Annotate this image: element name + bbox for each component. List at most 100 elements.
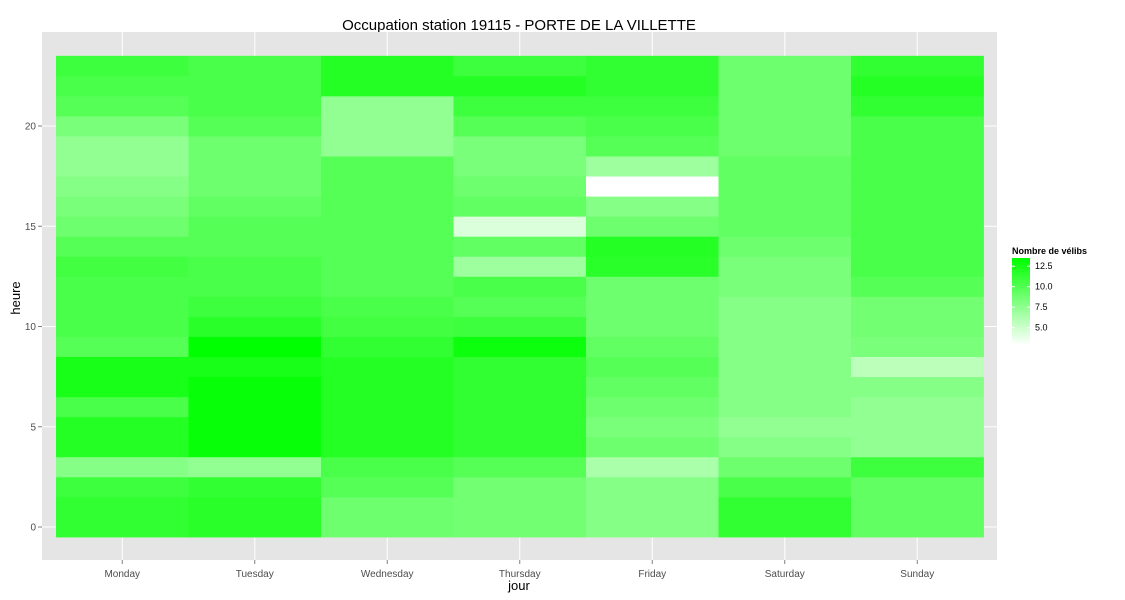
heatmap-cell [453,176,587,197]
legend-gradient-step [1012,328,1030,331]
heatmap-cell [453,156,587,177]
heatmap-cell [453,456,587,478]
legend-gradient-step [1012,262,1030,265]
heatmap-cell [718,416,852,438]
heatmap-cell [56,196,189,217]
y-tick-label: 20 [25,122,37,133]
legend: Nombre de vélibs 12.5 10.0 7.5 5.0 [1012,246,1087,345]
legend-gradient-step [1012,276,1030,279]
heatmap-cell [321,456,454,478]
heatmap-cell [188,196,322,217]
legend-gradient-step [1012,272,1030,275]
heatmap-cell [851,336,984,357]
heatmap-cell [321,276,454,297]
heatmap-cell [453,416,587,438]
legend-gradient-step [1012,324,1030,327]
heatmap-cell [321,416,454,438]
heatmap-cell [188,115,322,137]
x-axis-ticks: Monday Tuesday Wednesday Thursday Friday Satu… [104,560,934,580]
heatmap-cell [586,516,719,538]
y-tick-label: 15 [25,222,37,233]
heatmap-cell [321,236,454,257]
heatmap-cell [453,276,587,297]
legend-gradient-step [1012,290,1030,293]
heatmap-cell [321,115,454,137]
heatmap-cell [851,276,984,297]
heatmap-cell [321,436,454,458]
heatmap-cell [851,55,984,77]
legend-title: Nombre de vélibs [1012,246,1087,256]
heatmap-cell [453,55,587,77]
heatmap-cell [586,95,719,117]
heatmap-cell [321,75,454,97]
heatmap-cell [586,136,719,157]
heatmap-cell [851,376,984,398]
heatmap-cell [453,516,587,538]
legend-gradient-step [1012,338,1030,341]
heatmap-cell [321,216,454,237]
heatmap-cell [188,55,322,77]
heatmap-cell [453,95,587,117]
heatmap-cell [586,296,719,317]
heatmap-cell [453,336,587,357]
heatmap-cell [453,296,587,317]
heatmap-cell [718,436,852,458]
heatmap-cell [718,376,852,398]
heatmap-cell [851,476,984,498]
heatmap-cell [188,516,322,538]
heatmap-tiles [56,55,984,538]
heatmap-cell [56,396,189,418]
legend-gradient-step [1012,270,1030,273]
legend-gradient-step [1012,266,1030,269]
heatmap-cell [56,256,189,277]
heatmap-cell [718,396,852,418]
heatmap-cell [453,136,587,157]
heatmap-cell [188,176,322,197]
heatmap-cell [851,75,984,97]
x-tick-label: Sunday [900,569,934,580]
heatmap-cell [586,256,719,277]
legend-gradient-step [1012,288,1030,291]
heatmap-cell [586,356,719,378]
legend-gradient-step [1012,260,1030,263]
legend-label: 10.0 [1035,282,1053,292]
heatmap-cell [56,55,189,77]
heatmap-cell [586,336,719,357]
heatmap-cell [851,236,984,257]
heatmap-cell [56,216,189,237]
legend-gradient-step [1012,296,1030,299]
legend-gradient-step [1012,332,1030,335]
heatmap-cell [586,115,719,137]
heatmap-cell [188,256,322,277]
x-tick-label: Saturday [765,569,805,580]
y-axis-title: heure [8,281,23,314]
heatmap-cell [851,176,984,197]
legend-gradient-step [1012,268,1030,271]
heatmap-cell [851,256,984,277]
heatmap-cell [56,496,189,518]
heatmap-cell [321,496,454,518]
heatmap-cell [453,356,587,378]
heatmap-cell [718,115,852,137]
legend-gradient-step [1012,280,1030,283]
x-tick-label: Friday [638,569,666,580]
heatmap-cell [586,456,719,478]
heatmap-cell [718,256,852,277]
heatmap-cell [188,236,322,257]
legend-gradient-step [1012,282,1030,285]
heatmap-cell [188,296,322,317]
heatmap-cell [321,55,454,77]
heatmap-cell [56,376,189,398]
heatmap-cell [453,216,587,237]
heatmap-cell [321,95,454,117]
heatmap-cell [851,356,984,378]
legend-gradient-step [1012,304,1030,307]
heatmap-cell [718,356,852,378]
heatmap-cell [321,396,454,418]
heatmap-cell [586,416,719,438]
heatmap-cell [56,136,189,157]
legend-gradient-step [1012,278,1030,281]
heatmap-cell [56,156,189,177]
heatmap-cell [188,496,322,518]
